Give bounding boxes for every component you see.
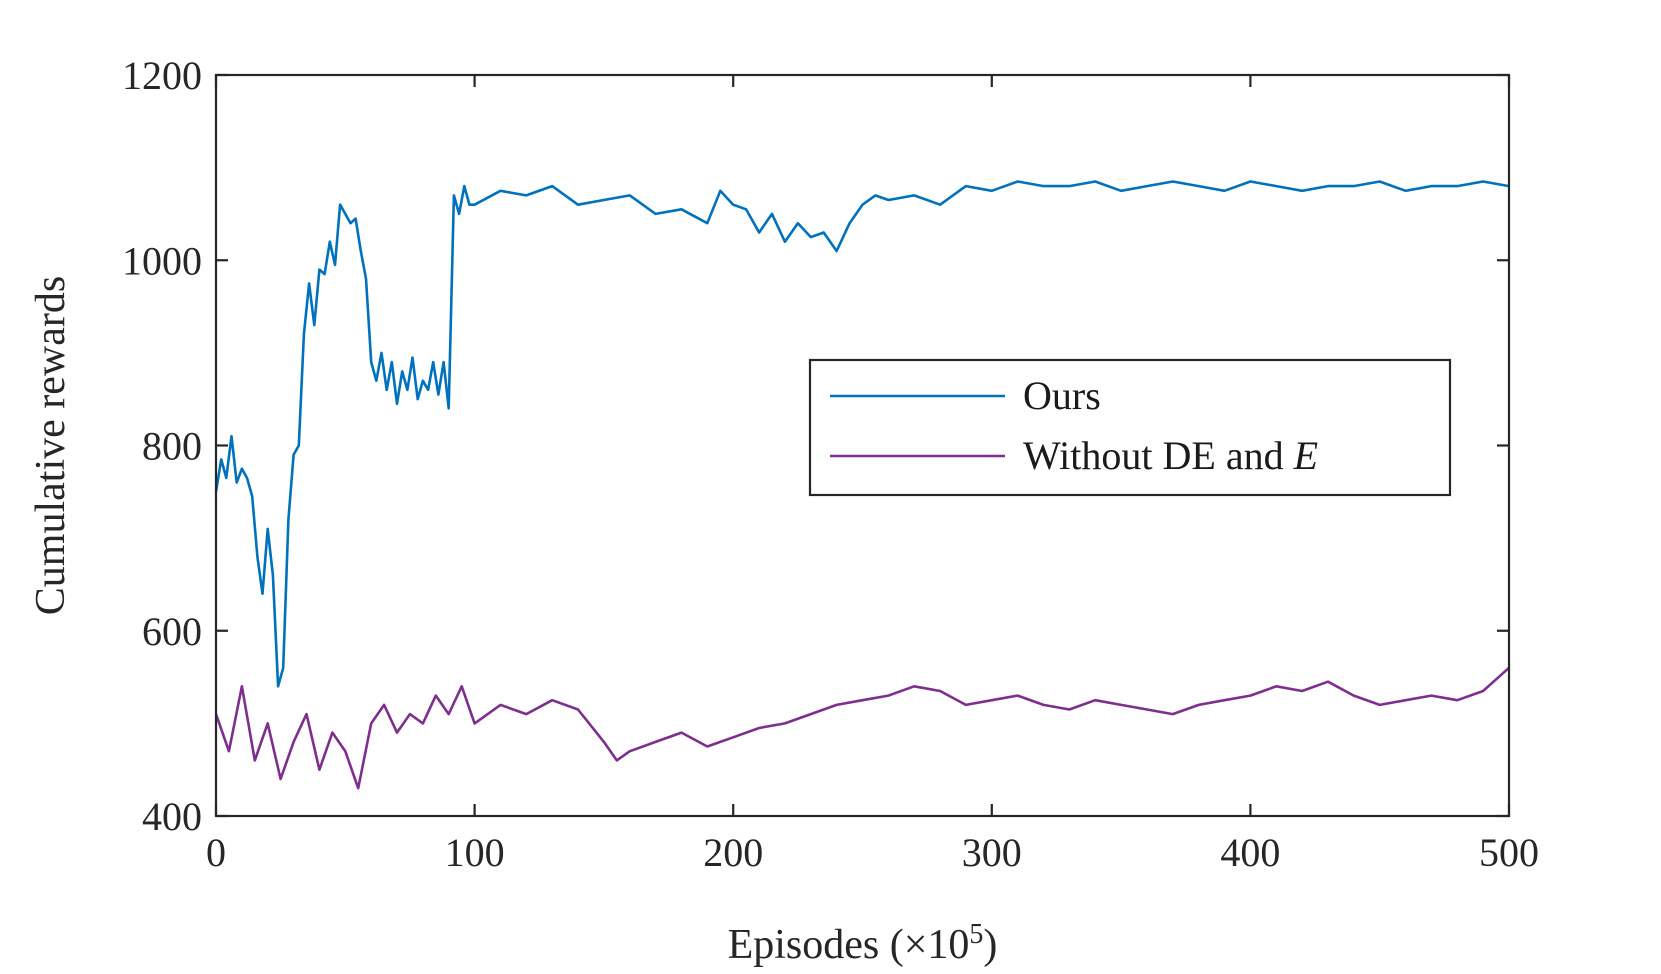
legend-label-text: Without DE and (1023, 433, 1294, 478)
series-line-ours (214, 180, 1510, 688)
y-tick-label: 600 (142, 609, 202, 654)
x-tick-label: 0 (206, 830, 226, 875)
y-tick-label: 1200 (122, 53, 202, 98)
x-axis-title-close: ) (983, 922, 997, 968)
tick-layer: 0 100 200 300 400 500 400 600 800 1000 1200 (122, 53, 1539, 875)
x-tick-label: 500 (1479, 830, 1539, 875)
series-layer (214, 180, 1510, 790)
x-tick-label: 300 (962, 830, 1022, 875)
x-tick-label: 200 (703, 830, 763, 875)
x-axis-title-exponent: 5 (969, 919, 983, 950)
legend: Ours Without DE and E (808, 358, 1452, 497)
y-axis-title: Cumulative rewards (28, 276, 74, 615)
legend-label-without-de-and-e: Without DE and E (1023, 433, 1318, 478)
series-line-without-de-and-e (214, 666, 1510, 790)
x-axis-title: Episodes (×105) (728, 919, 998, 969)
legend-box (808, 358, 1452, 497)
x-axis-title-main: Episodes (×10 (728, 922, 970, 968)
y-tick-label: 1000 (122, 238, 202, 283)
x-tick-label: 100 (445, 830, 505, 875)
x-tick-label: 400 (1220, 830, 1280, 875)
y-tick-label: 400 (142, 794, 202, 839)
legend-label-italic-e: E (1293, 433, 1318, 478)
legend-label-ours: Ours (1023, 373, 1101, 418)
y-tick-label: 800 (142, 424, 202, 469)
